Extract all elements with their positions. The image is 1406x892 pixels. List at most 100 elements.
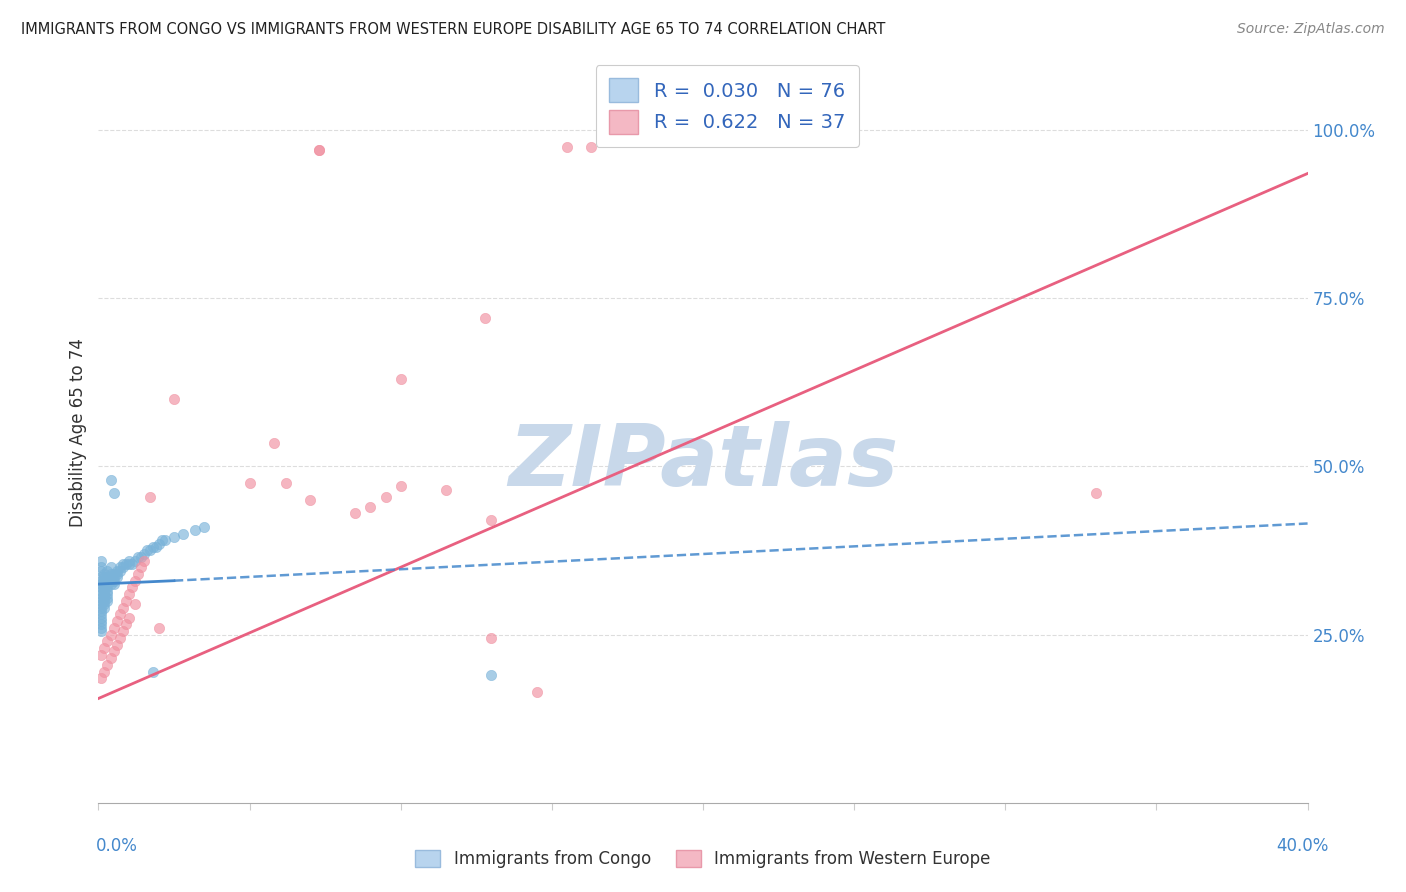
- Point: [96, 657, 118, 672]
- Point: [96, 587, 118, 601]
- Point: [105, 614, 128, 628]
- Y-axis label: Disability Age 65 to 74: Disability Age 65 to 74: [69, 338, 87, 527]
- Point: [118, 557, 141, 571]
- Point: [389, 479, 412, 493]
- Point: [96, 634, 118, 648]
- Point: [90, 604, 112, 618]
- Point: [90, 597, 112, 611]
- Point: [103, 644, 125, 658]
- Legend: Immigrants from Congo, Immigrants from Western Europe: Immigrants from Congo, Immigrants from W…: [409, 843, 997, 875]
- Point: [139, 543, 162, 558]
- Point: [93, 591, 115, 605]
- Point: [150, 533, 173, 548]
- Point: [96, 581, 118, 595]
- Point: [111, 560, 134, 574]
- Point: [90, 671, 112, 685]
- Point: [100, 473, 122, 487]
- Point: [184, 523, 207, 537]
- Point: [108, 560, 131, 574]
- Text: Source: ZipAtlas.com: Source: ZipAtlas.com: [1237, 22, 1385, 37]
- Point: [90, 553, 112, 567]
- Point: [90, 587, 112, 601]
- Point: [111, 600, 134, 615]
- Point: [108, 631, 131, 645]
- Point: [121, 557, 143, 571]
- Point: [93, 597, 115, 611]
- Point: [360, 500, 382, 514]
- Point: [124, 597, 146, 611]
- Point: [90, 581, 112, 595]
- Point: [1085, 486, 1108, 500]
- Point: [172, 526, 194, 541]
- Point: [579, 139, 602, 153]
- Point: [90, 607, 112, 622]
- Point: [90, 560, 112, 574]
- Point: [434, 483, 457, 497]
- Point: [93, 594, 115, 608]
- Point: [114, 617, 136, 632]
- Point: [96, 583, 118, 598]
- Point: [105, 570, 128, 584]
- Point: [100, 574, 122, 588]
- Point: [90, 614, 112, 628]
- Point: [96, 591, 118, 605]
- Point: [299, 492, 322, 507]
- Point: [103, 566, 125, 581]
- Point: [148, 621, 170, 635]
- Point: [118, 553, 141, 567]
- Point: [111, 557, 134, 571]
- Point: [193, 520, 215, 534]
- Point: [93, 577, 115, 591]
- Point: [308, 143, 330, 157]
- Point: [103, 574, 125, 588]
- Point: [481, 631, 503, 645]
- Point: [526, 685, 548, 699]
- Point: [93, 587, 115, 601]
- Point: [100, 570, 122, 584]
- Point: [100, 577, 122, 591]
- Point: [135, 543, 157, 558]
- Point: [344, 507, 367, 521]
- Point: [90, 648, 112, 662]
- Point: [274, 476, 297, 491]
- Point: [103, 570, 125, 584]
- Point: [263, 435, 285, 450]
- Point: [100, 560, 122, 574]
- Point: [90, 570, 112, 584]
- Point: [103, 486, 125, 500]
- Text: 40.0%: 40.0%: [1277, 837, 1329, 855]
- Point: [93, 570, 115, 584]
- Point: [90, 600, 112, 615]
- Point: [93, 665, 115, 679]
- Point: [93, 574, 115, 588]
- Point: [114, 557, 136, 571]
- Point: [105, 564, 128, 578]
- Point: [111, 624, 134, 639]
- Point: [90, 577, 112, 591]
- Point: [96, 574, 118, 588]
- Point: [239, 476, 262, 491]
- Point: [474, 311, 496, 326]
- Point: [90, 621, 112, 635]
- Point: [163, 530, 186, 544]
- Point: [308, 143, 330, 157]
- Point: [100, 627, 122, 641]
- Point: [100, 566, 122, 581]
- Point: [142, 540, 165, 554]
- Point: [90, 591, 112, 605]
- Point: [129, 560, 152, 574]
- Point: [555, 139, 578, 153]
- Point: [90, 594, 112, 608]
- Point: [163, 392, 186, 406]
- Point: [481, 513, 503, 527]
- Point: [145, 540, 167, 554]
- Point: [127, 550, 149, 565]
- Point: [389, 372, 412, 386]
- Point: [96, 564, 118, 578]
- Text: IMMIGRANTS FROM CONGO VS IMMIGRANTS FROM WESTERN EUROPE DISABILITY AGE 65 TO 74 : IMMIGRANTS FROM CONGO VS IMMIGRANTS FROM…: [21, 22, 886, 37]
- Point: [90, 574, 112, 588]
- Point: [114, 594, 136, 608]
- Point: [118, 587, 141, 601]
- Point: [93, 600, 115, 615]
- Point: [132, 553, 155, 567]
